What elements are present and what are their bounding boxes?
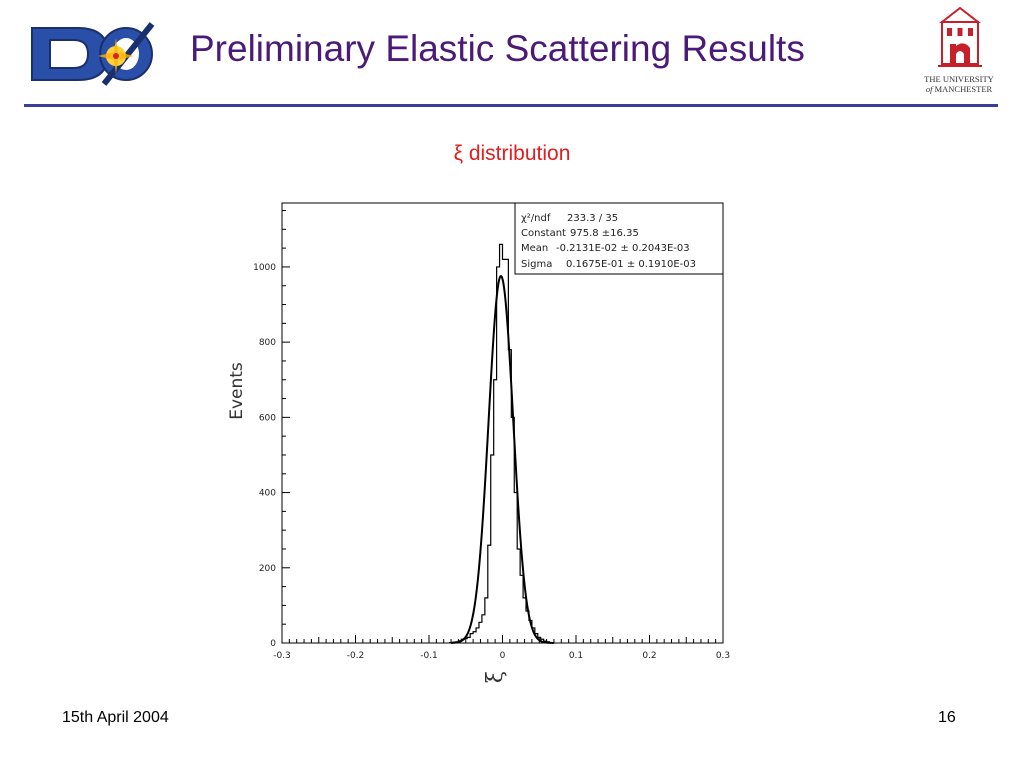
stats-mean-value: -0.2131E-02 ± 0.2043E-03 xyxy=(556,243,690,254)
university-of-manchester-logo xyxy=(938,6,982,67)
y-tick-label: 0 xyxy=(270,639,276,649)
histogram-bin xyxy=(485,598,488,643)
y-axis-ticks: 0 200 400 600 800 1000 xyxy=(253,210,290,649)
wordmark-of: of xyxy=(925,84,933,94)
chart-heading: ξ distribution xyxy=(453,142,571,165)
histogram-bin xyxy=(470,634,473,643)
y-tick-label: 1000 xyxy=(253,263,276,273)
stats-sigma-label: Sigma xyxy=(521,259,552,270)
x-axis-ticks: -0.3 -0.2 -0.1 0 0.1 0.2 0.3 xyxy=(273,635,730,661)
x-tick-label: 0.3 xyxy=(716,651,730,661)
histogram-bin xyxy=(520,575,523,643)
university-of-manchester-wordmark: THE UNIVERSITY of MANCHESTER xyxy=(904,74,1014,94)
x-tick-label: 0 xyxy=(500,651,506,661)
histogram-bin xyxy=(517,549,520,643)
x-tick-label: -0.1 xyxy=(420,651,438,661)
histogram-bin xyxy=(476,628,479,643)
stats-chi2-label: χ²/ndf xyxy=(521,213,551,224)
histogram-bin xyxy=(491,455,494,643)
histogram-bin xyxy=(497,267,500,643)
histogram-bin xyxy=(479,622,482,643)
histogram-bin xyxy=(482,615,485,643)
histogram-bin xyxy=(494,380,497,643)
y-tick-label: 800 xyxy=(259,338,276,348)
wordmark-line1: THE UNIVERSITY xyxy=(924,74,994,84)
y-tick-label: 200 xyxy=(259,564,276,574)
fit-stats-box: χ²/ndf 233.3 / 35 Constant 975.8 ±16.35 … xyxy=(514,202,724,275)
histogram-outline xyxy=(448,243,554,644)
x-tick-label: -0.2 xyxy=(347,651,365,661)
y-tick-label: 400 xyxy=(259,489,276,499)
page-number: 16 xyxy=(938,709,956,726)
x-tick-label: 0.2 xyxy=(642,651,656,661)
histogram-bin xyxy=(523,598,526,643)
histogram-bin xyxy=(473,632,476,643)
d0-experiment-logo xyxy=(24,18,160,90)
x-axis-label: ξ xyxy=(483,671,508,683)
stats-chi2-value: 233.3 / 35 xyxy=(567,213,618,224)
x-tick-label: 0.1 xyxy=(569,651,583,661)
histogram-bin xyxy=(467,637,470,643)
slide-title: Preliminary Elastic Scattering Results xyxy=(190,28,805,69)
wordmark-line2: MANCHESTER xyxy=(934,84,993,94)
histogram-bin xyxy=(500,244,503,643)
stats-constant-label: Constant xyxy=(521,228,566,239)
histogram-bin xyxy=(514,493,517,643)
x-tick-label: -0.3 xyxy=(273,651,291,661)
stats-sigma-value: 0.1675E-01 ± 0.1910E-03 xyxy=(566,259,696,270)
histogram-bin xyxy=(511,417,514,643)
stats-mean-label: Mean xyxy=(521,243,548,254)
histogram-bin xyxy=(488,545,491,643)
fit-layer xyxy=(451,274,554,644)
footer-date: 15th April 2004 xyxy=(62,709,169,726)
y-tick-label: 600 xyxy=(259,413,276,423)
histogram-layer xyxy=(448,243,554,644)
histogram-bin xyxy=(503,259,506,643)
header-rule xyxy=(24,104,998,107)
stats-constant-value: 975.8 ±16.35 xyxy=(570,228,639,239)
y-axis-label: Events xyxy=(227,362,247,420)
gaussian-fit-curve xyxy=(451,274,554,644)
